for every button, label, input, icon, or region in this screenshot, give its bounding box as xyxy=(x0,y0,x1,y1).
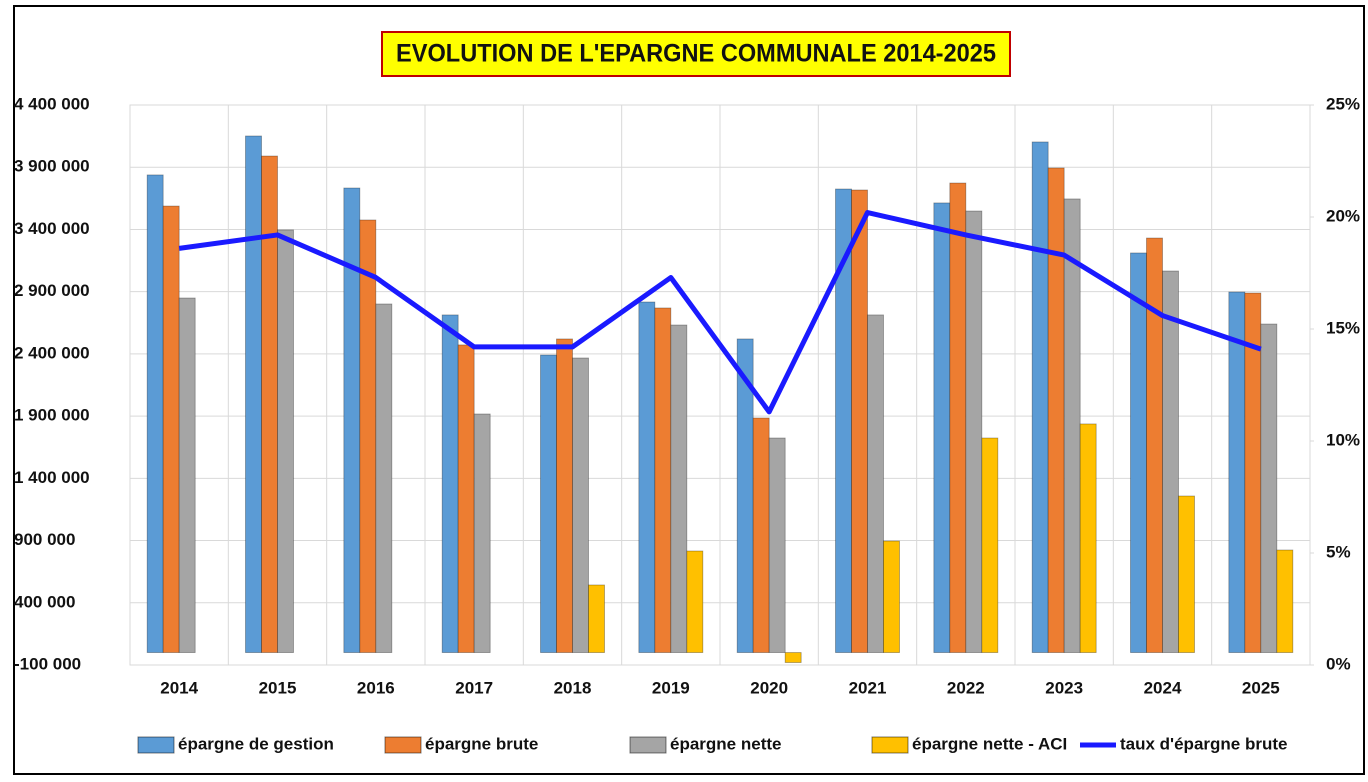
legend-label: épargne nette - ACI xyxy=(912,734,1067,753)
bar xyxy=(588,584,605,653)
y-tick-label: 400 000 xyxy=(14,592,75,611)
y-tick-label: 900 000 xyxy=(14,530,75,549)
bar xyxy=(540,354,557,653)
bar xyxy=(245,135,262,653)
legend-swatch xyxy=(629,736,667,754)
bar xyxy=(883,540,900,653)
y-tick-label: 3 400 000 xyxy=(14,219,90,238)
x-tick-label: 2014 xyxy=(160,678,198,697)
bar xyxy=(572,357,589,653)
x-tick-label: 2017 xyxy=(455,678,493,697)
x-tick-label: 2021 xyxy=(849,678,887,697)
bar xyxy=(933,202,951,653)
legend-swatch xyxy=(137,736,175,754)
legend-label: taux d'épargne brute xyxy=(1120,734,1287,753)
bar xyxy=(162,205,180,653)
y-tick-label: 1 900 000 xyxy=(14,406,90,425)
bar xyxy=(686,550,704,653)
bar xyxy=(457,344,475,653)
bar xyxy=(277,229,294,653)
x-tick-label: 2016 xyxy=(357,678,395,697)
legend-label: épargne nette xyxy=(670,734,781,753)
chart-title: EVOLUTION DE L'EPARGNE COMMUNALE 2014-20… xyxy=(396,40,996,68)
y-tick-label: 3 900 000 xyxy=(14,157,90,176)
legend-swatch xyxy=(871,736,909,754)
bar xyxy=(1178,495,1195,653)
legend-label: épargne brute xyxy=(425,734,538,753)
bar xyxy=(981,437,999,653)
legend-label: épargne de gestion xyxy=(178,734,334,753)
x-tick-label: 2019 xyxy=(652,678,690,697)
bar xyxy=(359,219,377,653)
bar xyxy=(654,307,672,653)
y-tick-label: 1 400 000 xyxy=(14,468,90,487)
bar xyxy=(473,413,491,653)
bar xyxy=(1063,198,1081,653)
x-tick-label: 2018 xyxy=(554,678,592,697)
x-tick-label: 2023 xyxy=(1045,678,1083,697)
bar xyxy=(949,182,967,653)
bar xyxy=(1047,167,1065,653)
bar xyxy=(1031,141,1049,653)
bar xyxy=(851,189,868,653)
bar xyxy=(867,314,884,653)
bar xyxy=(965,210,983,653)
x-tick-label: 2024 xyxy=(1144,678,1182,697)
y-tick-label: 2 400 000 xyxy=(14,343,90,362)
legend-swatch xyxy=(384,736,422,754)
bar xyxy=(261,155,278,653)
line xyxy=(178,210,1262,415)
bar xyxy=(146,174,164,653)
bar xyxy=(441,314,459,653)
bar xyxy=(375,303,393,653)
bar xyxy=(1260,323,1278,653)
y-tick-label: 4 400 000 xyxy=(14,94,90,113)
bar xyxy=(1276,549,1294,653)
bar xyxy=(1146,237,1163,653)
bar xyxy=(1079,423,1097,653)
bar xyxy=(178,297,196,653)
x-tick-label: 2015 xyxy=(259,678,297,697)
x-tick-label: 2020 xyxy=(750,678,788,697)
y2-tick-label: 5% xyxy=(1326,542,1351,561)
x-tick-label: 2025 xyxy=(1242,678,1280,697)
bar xyxy=(670,324,688,653)
x-tick-label: 2022 xyxy=(947,678,985,697)
y2-tick-label: 25% xyxy=(1326,94,1360,113)
y-tick-label: -100 000 xyxy=(14,654,81,673)
y2-tick-label: 0% xyxy=(1326,654,1351,673)
bar xyxy=(784,652,802,663)
y2-tick-label: 10% xyxy=(1326,430,1360,449)
bar xyxy=(1130,252,1147,653)
bar xyxy=(638,301,656,653)
bar xyxy=(752,417,770,653)
y-tick-label: 2 900 000 xyxy=(14,281,90,300)
y2-tick-label: 20% xyxy=(1326,206,1360,225)
title-box xyxy=(381,31,1011,77)
bar xyxy=(768,437,786,653)
bar xyxy=(343,187,361,653)
bar xyxy=(1228,291,1246,653)
bar xyxy=(1162,270,1179,653)
bar xyxy=(556,338,573,653)
y2-tick-label: 15% xyxy=(1326,318,1360,337)
